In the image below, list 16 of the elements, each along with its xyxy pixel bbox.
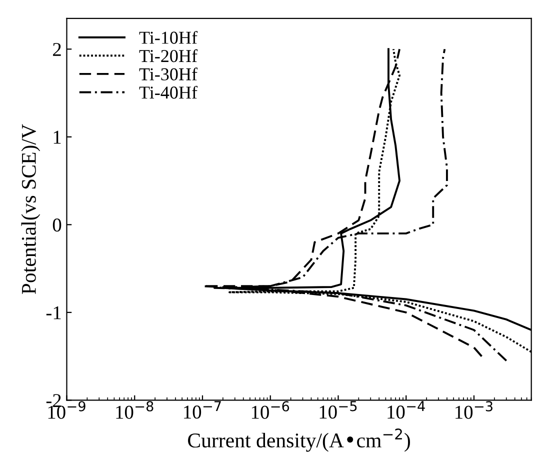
legend-label: Ti-40Hf	[139, 86, 198, 99]
x-tick-label: 10$^{−7}$	[184, 401, 221, 419]
x-tick-label: 10$^{−4}$	[388, 401, 425, 419]
x-tick-label: 10$^{−3}$	[456, 401, 492, 419]
legend-label: Ti-30Hf	[139, 68, 198, 80]
x-tick-label: 10$^{−8}$	[116, 401, 154, 419]
y-tick-label: 1	[54, 130, 61, 144]
y-tick-label: -1	[46, 306, 61, 320]
y-tick-label: 2	[53, 42, 61, 56]
legend-label: Ti-10Hf	[139, 30, 198, 44]
legend-label: Ti-20Hf	[139, 49, 198, 62]
y-tick-label: 0	[52, 218, 62, 232]
x-tick-label: 10$^{−6}$	[252, 401, 290, 419]
y-axis-title: Potential(vs SCE)/V	[21, 124, 40, 294]
x-axis-title: Current density/(A•cm$^{−2}$)	[188, 428, 410, 452]
x-tick-label: 10$^{−5}$	[320, 401, 357, 419]
